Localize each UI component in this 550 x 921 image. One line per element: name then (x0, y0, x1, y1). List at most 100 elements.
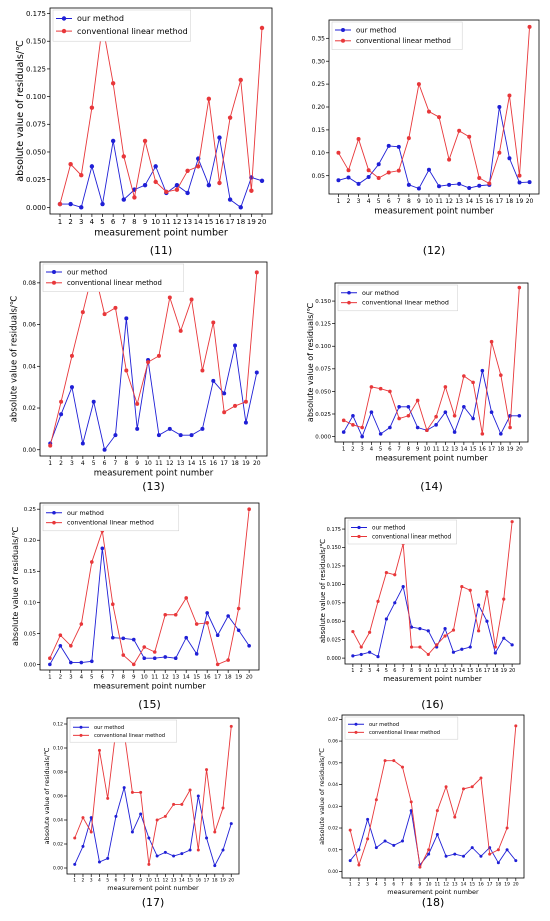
x-tick-label: 4 (98, 878, 101, 884)
x-tick-label: 13 (172, 675, 179, 681)
data-point-linear-method (89, 830, 93, 834)
x-tick-label: 13 (455, 198, 463, 205)
data-point-linear-method (194, 622, 199, 626)
data-point-linear-method (460, 584, 464, 589)
data-point-linear-method (243, 399, 248, 404)
figure-caption: (15) (138, 698, 161, 711)
data-point-linear-method (79, 622, 84, 626)
x-tick-label: 16 (204, 675, 211, 681)
x-tick-label: 12 (162, 878, 168, 884)
x-tick-label: 15 (204, 218, 213, 226)
x-tick-label: 3 (357, 198, 361, 205)
x-tick-label: 18 (212, 878, 218, 884)
data-point-our-method (415, 425, 420, 430)
data-point-our-method (163, 655, 168, 659)
data-point-our-method (259, 178, 265, 183)
data-point-our-method (121, 197, 126, 202)
x-tick-label: 5 (379, 447, 383, 453)
legend: our method conventional linear method (42, 504, 180, 532)
data-point-linear-method (397, 416, 401, 421)
y-tick-label: 0.05 (328, 760, 338, 766)
x-tick-label: 4 (90, 218, 95, 226)
data-point-linear-method (418, 645, 422, 649)
x-tick-label: 19 (220, 878, 226, 884)
x-tick-label: 2 (82, 878, 85, 884)
x-tick-label: 18 (236, 218, 245, 226)
data-point-our-method (479, 854, 483, 858)
x-tick-label: 14 (183, 675, 190, 681)
data-point-our-method (426, 167, 431, 172)
y-tick-label: 0.025 (26, 176, 46, 184)
data-point-linear-method (462, 374, 466, 378)
y-tick-label: 0.10 (53, 746, 63, 752)
data-point-our-method (502, 636, 506, 640)
data-point-linear-method (156, 353, 161, 358)
x-tick-label: 14 (465, 198, 473, 205)
data-point-our-method (135, 426, 140, 431)
data-point-our-method (196, 794, 200, 798)
y-tick-label: 0.125 (26, 65, 46, 73)
y-tick-label: 0.025 (315, 412, 331, 418)
legend-entry: our method (362, 290, 399, 297)
y-tick-label: 0.04 (23, 363, 37, 370)
legend: our method conventional linear method (52, 9, 191, 42)
data-point-linear-method (517, 285, 522, 290)
data-point-our-method (155, 854, 159, 858)
x-tick-label: 7 (123, 878, 126, 884)
x-tick-label: 8 (124, 460, 128, 467)
data-point-linear-method (488, 852, 492, 856)
legend-swatch-marker (79, 725, 83, 729)
x-tick-label: 2 (357, 882, 360, 888)
data-point-linear-method (205, 621, 209, 625)
data-point-our-method (206, 183, 212, 188)
data-point-our-method (452, 430, 457, 434)
x-tick-label: 7 (401, 882, 404, 888)
data-point-linear-method (346, 168, 351, 173)
data-point-linear-method (485, 590, 489, 594)
y-tick-label: 0.06 (23, 322, 37, 329)
data-point-linear-method (435, 809, 439, 813)
data-point-linear-method (221, 806, 225, 810)
x-tick-label: 16 (478, 882, 484, 888)
data-point-linear-method (435, 643, 439, 647)
data-point-linear-method (443, 385, 448, 389)
data-point-our-method (200, 426, 205, 431)
x-tick-label: 2 (59, 675, 63, 681)
x-tick-label: 14 (194, 218, 203, 226)
legend-entry: our method (372, 525, 406, 531)
data-point-linear-method (396, 168, 401, 173)
data-point-our-method (226, 614, 230, 618)
legend-swatch-marker (52, 270, 56, 274)
x-tick-label: 16 (209, 460, 217, 467)
data-point-linear-method (217, 180, 222, 186)
x-tick-label: 10 (144, 460, 152, 467)
series-line-our-method (74, 787, 232, 867)
data-point-linear-method (48, 656, 52, 661)
figure-caption: (13) (142, 480, 165, 493)
data-point-our-method (406, 404, 411, 409)
data-point-linear-method (406, 414, 411, 418)
data-point-our-method (489, 410, 494, 414)
data-point-our-method (457, 181, 462, 186)
x-tick-label: 20 (228, 878, 234, 884)
data-point-our-method (113, 433, 118, 438)
x-tick-label: 8 (410, 882, 413, 888)
data-point-our-method (114, 814, 118, 818)
plot-frame (39, 261, 268, 457)
data-point-our-method (443, 410, 448, 414)
legend-entry: conventional linear method (67, 279, 162, 287)
data-point-linear-method (247, 507, 251, 512)
data-point-our-method (221, 848, 225, 852)
y-tick-label: 0.02 (53, 842, 63, 848)
data-point-linear-method (142, 138, 148, 144)
x-tick-label: 18 (492, 668, 498, 674)
y-tick-label: 0.075 (315, 367, 331, 373)
x-tick-label: 17 (484, 668, 490, 674)
x-tick-label: 9 (139, 878, 142, 884)
x-tick-label: 14 (188, 460, 196, 467)
x-tick-label: 12 (442, 668, 448, 674)
y-tick-label: 0.15 (312, 127, 326, 134)
x-tick-label: 8 (410, 668, 413, 674)
figure-caption: (12) (423, 244, 446, 257)
data-point-our-method (517, 180, 522, 185)
